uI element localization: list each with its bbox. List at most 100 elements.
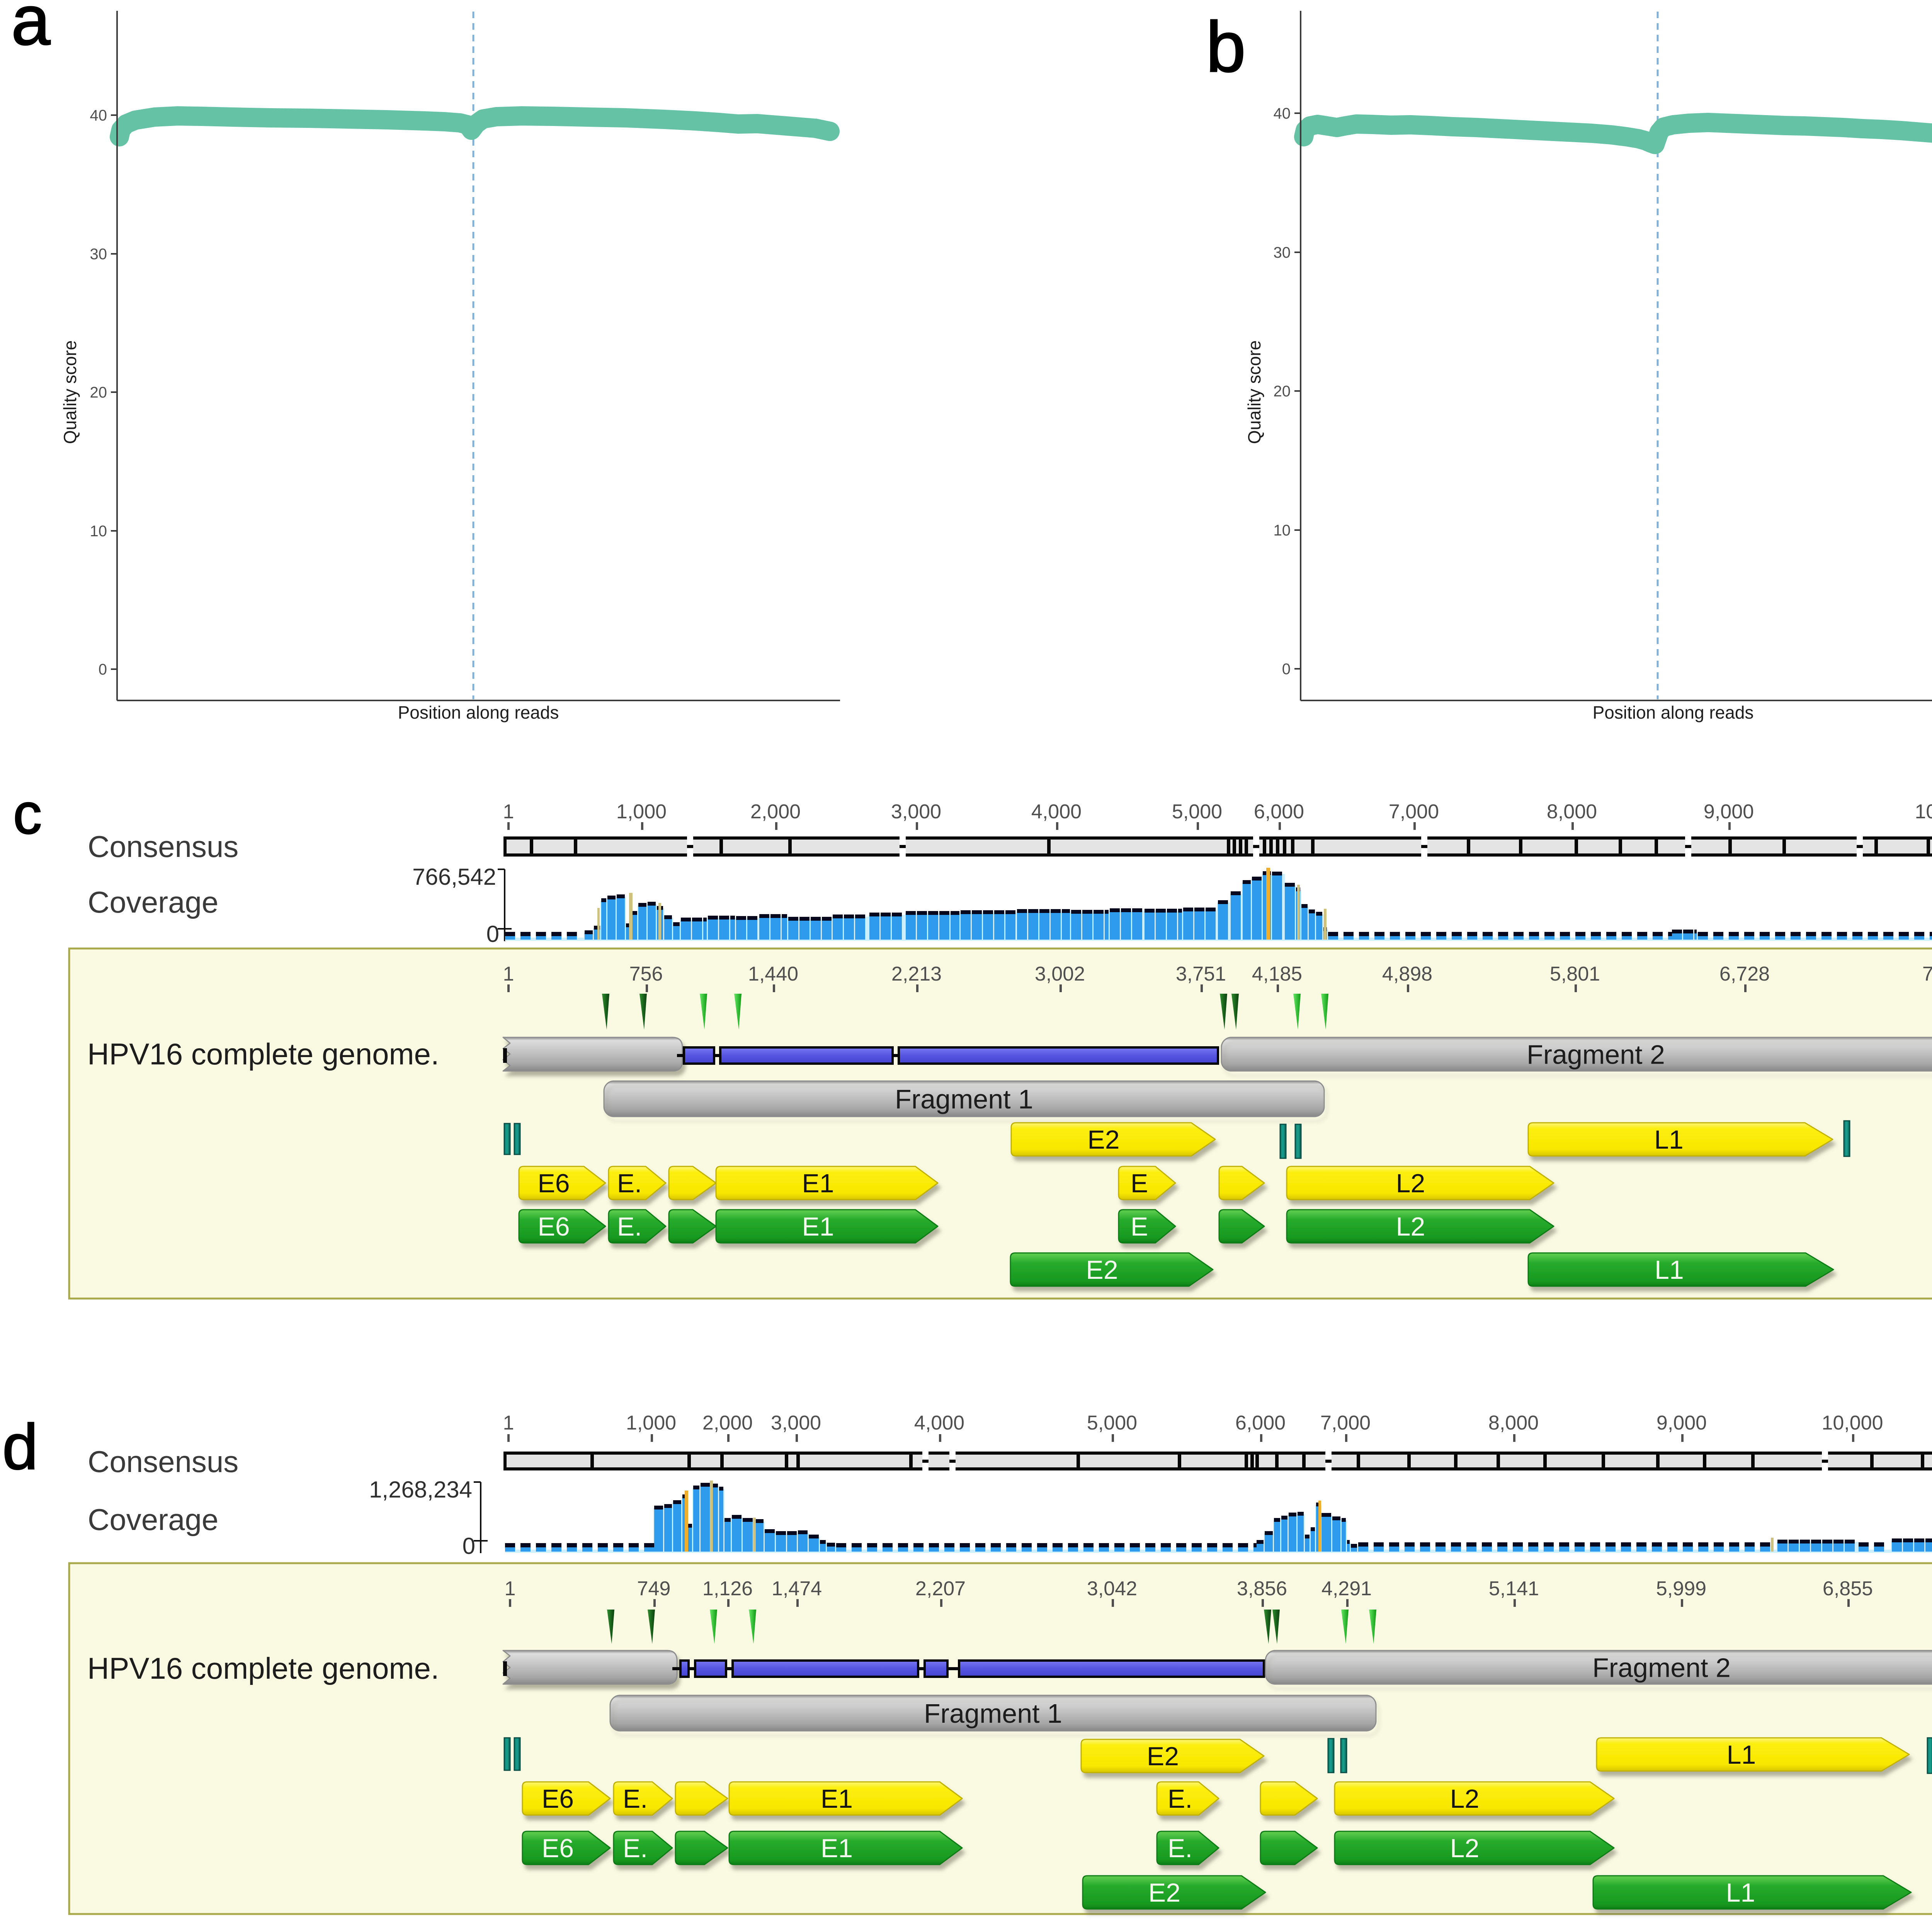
svg-text:HPV16 complete genome.: HPV16 complete genome. (87, 1651, 439, 1685)
svg-text:20: 20 (1274, 383, 1291, 400)
svg-text:40: 40 (1274, 105, 1291, 122)
svg-text:8,000: 8,000 (1547, 801, 1597, 823)
svg-text:L2: L2 (1450, 1784, 1480, 1814)
svg-text:Fragment 1: Fragment 1 (924, 1698, 1062, 1729)
svg-text:E: E (1131, 1169, 1148, 1198)
svg-text:Consensus: Consensus (88, 830, 238, 864)
svg-text:Fragment 1: Fragment 1 (895, 1084, 1033, 1114)
svg-text:9,000: 9,000 (1656, 1412, 1707, 1434)
svg-text:a: a (11, 0, 51, 59)
svg-text:E2: E2 (1087, 1125, 1119, 1154)
svg-text:10: 10 (90, 523, 107, 540)
svg-text:4,000: 4,000 (1031, 801, 1082, 823)
svg-text:E6: E6 (542, 1834, 574, 1863)
svg-text:E.: E. (1168, 1784, 1192, 1814)
svg-text:1: 1 (503, 801, 514, 823)
svg-text:E1: E1 (821, 1784, 853, 1814)
svg-text:0: 0 (486, 921, 499, 947)
svg-text:0: 0 (1282, 661, 1291, 678)
svg-text:10: 10 (1274, 522, 1291, 539)
svg-text:L1: L1 (1654, 1125, 1684, 1154)
svg-text:Position along reads: Position along reads (398, 702, 559, 722)
svg-text:c: c (13, 782, 42, 846)
svg-text:L1: L1 (1655, 1255, 1684, 1285)
svg-text:1: 1 (505, 1577, 516, 1600)
svg-text:Coverage: Coverage (88, 885, 218, 919)
svg-text:5,000: 5,000 (1087, 1412, 1137, 1434)
svg-text:Consensus: Consensus (88, 1445, 238, 1479)
svg-text:E.: E. (617, 1212, 642, 1241)
svg-text:2,213: 2,213 (891, 963, 942, 985)
svg-text:1: 1 (503, 1412, 514, 1434)
svg-text:30: 30 (1274, 244, 1291, 261)
svg-text:1,474: 1,474 (772, 1577, 822, 1600)
svg-text:E2: E2 (1147, 1742, 1179, 1771)
svg-text:L2: L2 (1450, 1834, 1480, 1863)
svg-text:756: 756 (629, 963, 663, 985)
svg-text:3,856: 3,856 (1237, 1577, 1287, 1600)
svg-text:8,000: 8,000 (1488, 1412, 1539, 1434)
svg-text:E.: E. (623, 1784, 648, 1814)
svg-text:40: 40 (90, 107, 107, 124)
svg-text:E2: E2 (1148, 1878, 1180, 1907)
svg-text:3,751: 3,751 (1176, 963, 1226, 985)
svg-text:Position along reads: Position along reads (1593, 702, 1754, 722)
svg-text:E2: E2 (1086, 1255, 1118, 1285)
svg-text:E1: E1 (802, 1212, 834, 1241)
svg-text:0: 0 (99, 661, 107, 678)
svg-text:7,904: 7,904 (1922, 963, 1932, 985)
svg-text:3,000: 3,000 (771, 1412, 821, 1434)
svg-text:Coverage: Coverage (88, 1503, 218, 1537)
svg-text:3,042: 3,042 (1087, 1577, 1137, 1600)
svg-text:L2: L2 (1396, 1169, 1425, 1198)
svg-text:6,000: 6,000 (1235, 1412, 1286, 1434)
svg-text:1,126: 1,126 (702, 1577, 753, 1600)
svg-text:1,268,234: 1,268,234 (369, 1477, 472, 1503)
svg-text:4,291: 4,291 (1321, 1577, 1372, 1600)
svg-text:L2: L2 (1396, 1212, 1425, 1241)
svg-text:E1: E1 (802, 1169, 834, 1198)
svg-text:4,898: 4,898 (1382, 963, 1432, 985)
svg-text:E.: E. (1168, 1834, 1192, 1863)
svg-text:6,728: 6,728 (1719, 963, 1770, 985)
svg-text:5,000: 5,000 (1172, 801, 1222, 823)
svg-text:Fragment 2: Fragment 2 (1592, 1653, 1731, 1683)
svg-text:749: 749 (637, 1577, 671, 1600)
svg-text:0: 0 (463, 1533, 475, 1559)
svg-text:E6: E6 (537, 1169, 570, 1198)
svg-text:7,000: 7,000 (1389, 801, 1439, 823)
svg-text:1: 1 (503, 963, 514, 985)
svg-text:30: 30 (90, 246, 107, 263)
svg-text:2,000: 2,000 (702, 1412, 753, 1434)
svg-text:2,000: 2,000 (750, 801, 801, 823)
svg-text:6,000: 6,000 (1254, 801, 1304, 823)
svg-text:3,002: 3,002 (1035, 963, 1085, 985)
svg-text:E1: E1 (821, 1834, 853, 1863)
svg-text:766,542: 766,542 (412, 864, 496, 890)
svg-text:5,801: 5,801 (1550, 963, 1600, 985)
svg-text:10,308: 10,308 (1915, 801, 1932, 823)
svg-text:4,185: 4,185 (1252, 963, 1302, 985)
svg-text:L1: L1 (1727, 1740, 1756, 1770)
svg-text:Quality score: Quality score (60, 340, 80, 444)
svg-text:E6: E6 (542, 1784, 574, 1814)
svg-text:Quality score: Quality score (1244, 340, 1264, 444)
svg-text:b: b (1206, 7, 1246, 87)
svg-text:E.: E. (617, 1169, 642, 1198)
svg-text:2,207: 2,207 (915, 1577, 966, 1600)
svg-text:1,000: 1,000 (626, 1412, 676, 1434)
svg-text:HPV16 complete genome.: HPV16 complete genome. (87, 1037, 439, 1071)
svg-text:9,000: 9,000 (1704, 801, 1754, 823)
svg-text:5,999: 5,999 (1656, 1577, 1706, 1600)
svg-text:L1: L1 (1726, 1878, 1755, 1907)
svg-text:7,000: 7,000 (1320, 1412, 1371, 1434)
svg-text:1,000: 1,000 (616, 801, 667, 823)
svg-text:d: d (2, 1411, 38, 1483)
svg-text:E6: E6 (537, 1212, 570, 1241)
svg-text:Fragment 2: Fragment 2 (1527, 1040, 1665, 1070)
svg-text:E.: E. (623, 1834, 648, 1863)
svg-text:3,000: 3,000 (891, 801, 941, 823)
svg-text:E: E (1131, 1212, 1148, 1241)
svg-text:6,855: 6,855 (1823, 1577, 1873, 1600)
svg-text:20: 20 (90, 384, 107, 401)
